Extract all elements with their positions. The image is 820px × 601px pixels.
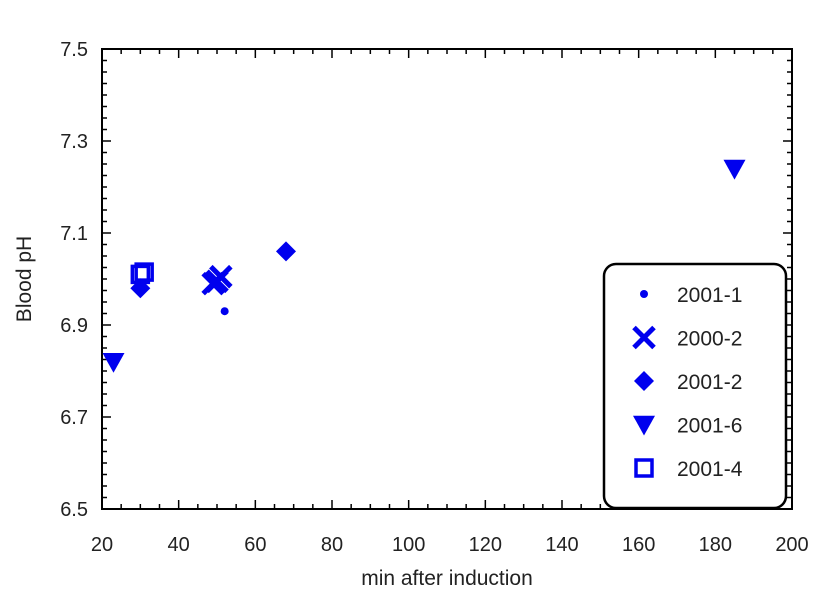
x-tick-label: 80 xyxy=(321,534,343,556)
series-2001-1 xyxy=(220,307,229,316)
legend-label: 2001-6 xyxy=(677,415,742,438)
legend-label: 2001-2 xyxy=(677,371,742,394)
legend-item: 2001-6 xyxy=(633,415,742,438)
x-tick-label: 120 xyxy=(469,534,502,556)
x-tick-label: 100 xyxy=(392,534,425,556)
y-tick-label: 6.5 xyxy=(60,499,88,521)
y-tick-label: 7.5 xyxy=(60,39,88,61)
data-point xyxy=(130,264,151,285)
legend-marker xyxy=(640,290,648,298)
legend-item: 2000-2 xyxy=(632,325,742,351)
axis-ticks xyxy=(101,48,793,510)
data-points xyxy=(102,159,746,373)
x-tick-label: 160 xyxy=(622,534,655,556)
legend-item: 2001-2 xyxy=(634,371,742,394)
x-tick-labels: 20 40 60 80 100 120 140 160 180 200 xyxy=(91,534,809,556)
legend-marker xyxy=(634,458,654,478)
legend-marker xyxy=(632,325,656,350)
x-tick-label: 40 xyxy=(168,534,190,556)
legend-item: 2001-4 xyxy=(634,458,743,481)
legend-marker xyxy=(634,371,654,391)
legend-box xyxy=(602,262,788,510)
legend-marker xyxy=(633,415,655,436)
legend-item: 2001-1 xyxy=(640,284,742,307)
y-tick-labels: 6.5 6.7 6.9 7.1 7.3 7.5 xyxy=(60,39,88,521)
data-point xyxy=(220,307,229,316)
legend-label: 2001-4 xyxy=(677,458,743,481)
y-tick-label: 7.1 xyxy=(60,223,88,245)
legend-label: 2000-2 xyxy=(677,328,742,351)
y-tick-label: 6.9 xyxy=(60,315,88,337)
legend-label: 2001-1 xyxy=(677,284,742,307)
series-2000-2 xyxy=(201,264,233,296)
x-tick-label: 200 xyxy=(775,534,808,556)
x-tick-label: 60 xyxy=(244,534,266,556)
series-2001-4 xyxy=(130,262,154,285)
data-point xyxy=(276,241,296,262)
x-tick-label: 20 xyxy=(91,534,113,556)
data-point xyxy=(209,264,233,289)
x-tick-label: 180 xyxy=(699,534,732,556)
x-axis-title: min after induction xyxy=(361,567,533,590)
x-tick-label: 140 xyxy=(545,534,578,556)
series-2001-6 xyxy=(102,159,746,373)
legend: 2001-1 2000-2 2001-2 2001-6 2001-4 xyxy=(602,262,788,510)
data-point xyxy=(723,159,746,180)
y-tick-label: 6.7 xyxy=(60,407,88,429)
y-axis-title: Blood pH xyxy=(13,236,36,322)
y-tick-label: 7.3 xyxy=(60,131,88,153)
data-point xyxy=(134,262,154,282)
data-point xyxy=(102,353,125,373)
